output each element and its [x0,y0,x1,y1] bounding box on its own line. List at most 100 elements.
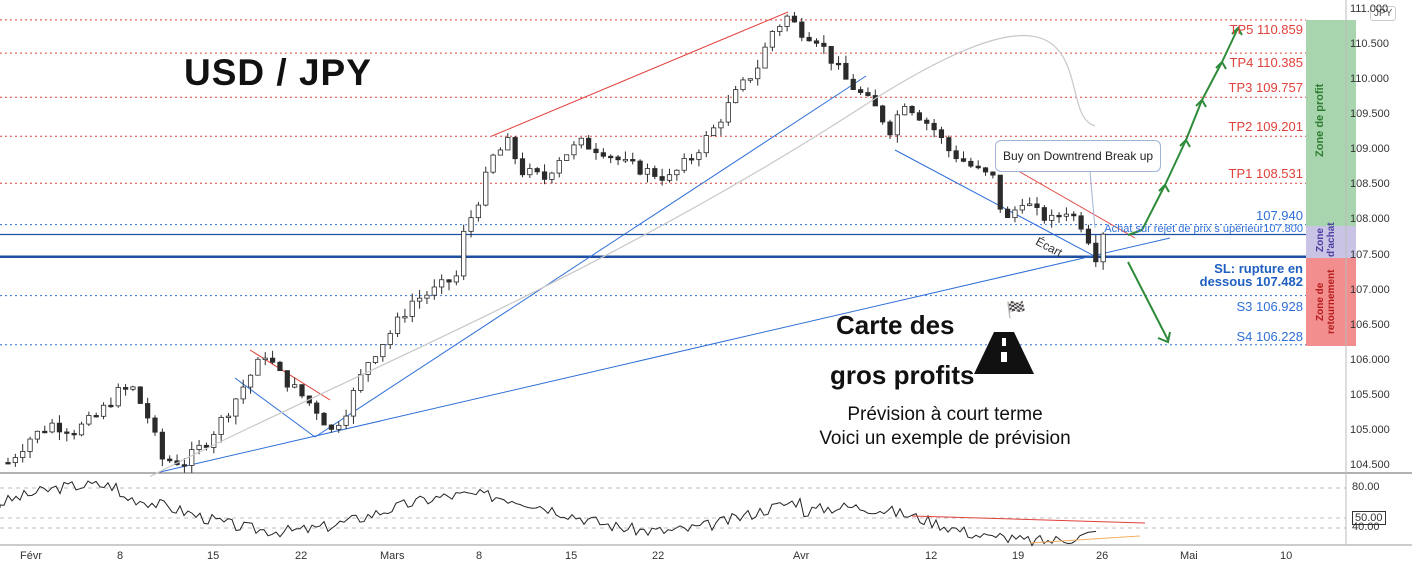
candle-body [622,159,629,162]
y-tick-label: 104.500 [1350,459,1390,471]
candle-body [688,158,695,161]
rsi-line [0,480,1097,547]
candle [20,444,26,463]
candle-body [1034,203,1040,208]
y-tick-label: 109.000 [1350,143,1390,156]
candle-body [931,122,937,131]
candle-body [365,362,371,375]
candle-body [960,158,967,162]
rsi-panel [0,480,1346,547]
candle [1093,234,1099,268]
candle-body [946,137,952,152]
candle-body [938,129,945,139]
candle [652,165,658,180]
candle-body [512,137,518,160]
down-arrow-head [1157,331,1171,344]
candle [791,12,798,23]
candle [137,386,143,404]
candle-body [850,78,856,90]
candle [372,356,379,365]
candle [483,166,489,207]
candle-body [821,42,827,47]
candle [659,168,665,186]
candle-body [380,344,386,358]
candle [762,42,768,69]
candle [446,279,452,291]
candle-body [233,398,239,417]
short-trendline [234,377,316,438]
candle [189,441,195,473]
candle [431,279,437,300]
candle-body [666,174,673,181]
candle [711,124,717,137]
candle-body [696,152,702,160]
candle-body [277,361,283,372]
candle [145,397,151,424]
candle [247,374,254,394]
candle-body [424,294,430,299]
candle-body [637,160,643,175]
x-tick-label: Févr [20,550,42,562]
candle-body [865,92,871,96]
candle-body [387,333,393,345]
candle [439,274,445,294]
candle [152,415,158,436]
x-tick-label: 22 [295,550,308,562]
down-arrow [1127,261,1169,341]
candle-body [909,105,915,114]
x-tick-label: 8 [117,550,124,562]
road-icon [974,332,1034,374]
candle [821,35,827,54]
target-arrows [1127,26,1243,344]
candle-body [321,412,327,426]
x-tick-label: 26 [1096,550,1109,562]
candle [159,428,165,467]
candle [100,402,107,420]
candle-body [211,434,217,448]
y-tick-label: 107.500 [1350,248,1390,261]
candle-body [12,457,18,464]
tp4-label: TP4 110.385 [1229,55,1303,70]
chart-title: USD / JPY [184,52,372,93]
rsi-level-label: 40.00 [1352,521,1380,533]
green-arrow-segment [1185,99,1203,141]
candle-body [615,156,621,161]
candle [997,174,1003,213]
green-arrow-segment [1164,139,1187,186]
candle [1078,212,1084,233]
candle-body [887,121,893,136]
candle [865,87,871,97]
candle-body [262,357,268,361]
candle-body [505,137,511,151]
candle [475,201,482,222]
rsi-orange-trend [1029,535,1141,544]
candle-body [564,154,570,161]
candle-body [1012,209,1018,219]
candle [975,160,981,170]
candle [1034,197,1040,216]
short-red-trendline [249,349,331,401]
candle [240,379,246,404]
candle [688,153,695,165]
profit-zone [1306,20,1356,226]
candle [541,164,548,185]
candle-body [402,316,408,319]
candle-body [593,148,599,154]
candle-body [42,430,48,434]
candle-body [56,422,63,433]
candle-body [784,15,790,27]
y-tick-label: 107.000 [1350,283,1390,296]
candle [181,458,187,473]
candle [733,85,739,104]
candle-body [225,415,232,419]
candle-body [49,422,55,433]
candle [828,46,834,71]
candle-body [394,316,401,334]
candle [571,141,577,160]
candle [806,32,812,42]
candle-body [203,444,210,448]
candle-body [100,404,107,417]
candle [27,436,33,459]
candle-body [328,424,335,430]
candle-body [1056,214,1062,218]
